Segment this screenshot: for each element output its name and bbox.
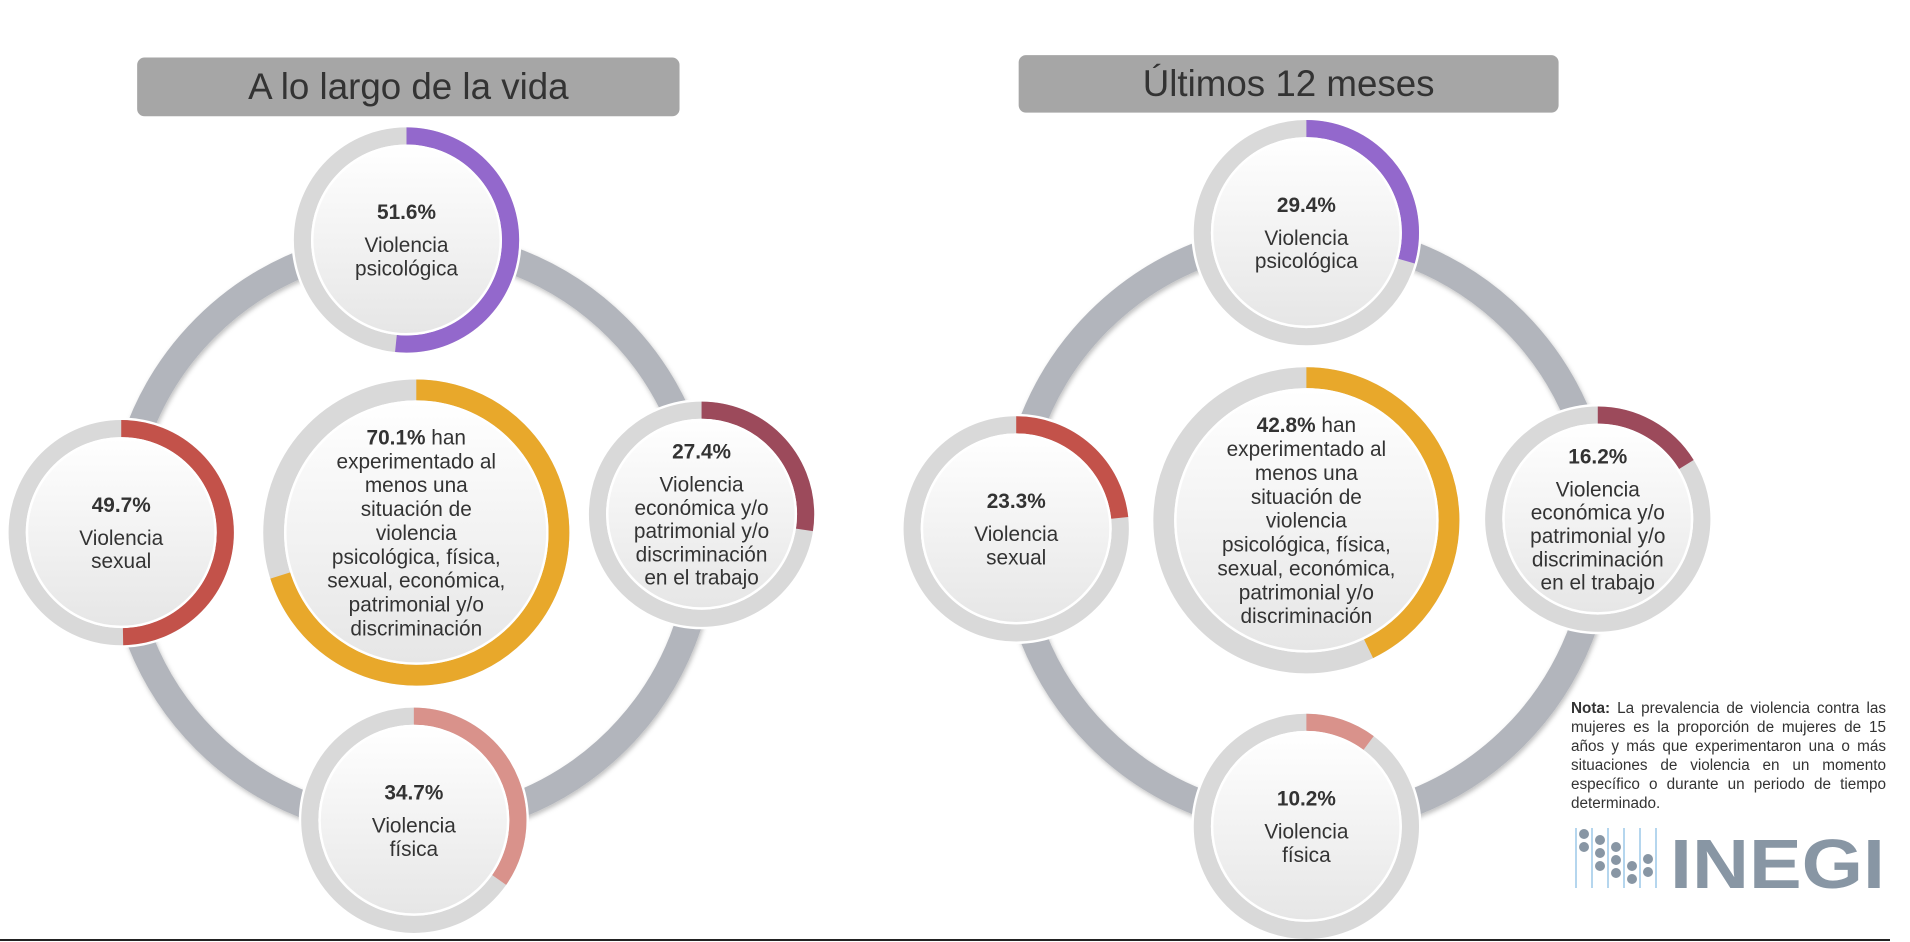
total-label-line: violencia [376,522,457,545]
total-label-line: situación de [361,498,472,521]
sexual-percent: 49.7% [92,494,151,517]
total-label-line: psicológica, física, [332,546,501,569]
economica-label-line: en el trabajo [644,567,758,590]
economica-disc [1502,423,1694,615]
total-label-line: menos una [365,474,468,497]
total-label-line: situación de [1251,486,1362,509]
psicologica-disc [311,144,502,336]
total-label-line: experimentado al [337,450,497,473]
economica-percent: 27.4% [672,441,731,464]
fisica-percent: 34.7% [384,781,443,804]
fisica-arc [301,707,527,933]
psicologica-disc [1210,137,1402,329]
fisica-label-line: Violencia [1264,821,1348,844]
economica-label-line: patrimonial y/o [1530,525,1665,548]
panel-0: A lo largo de la vida 70.1% hanexperiment… [6,57,817,936]
total-headline: 70.1% han [367,426,466,449]
total-label-line: patrimonial y/o [1239,581,1374,604]
economica-label-line: en el trabajo [1541,572,1655,595]
inegi-logo: INEGI [1575,826,1885,896]
total-percent: 42.8% [1257,414,1316,437]
total-disc [284,400,549,665]
economica-label-line: Violencia [660,474,744,497]
economica-arc [588,401,815,627]
total-label-line: psicológica, física, [1222,534,1391,557]
total-arc [263,379,570,686]
economica-label-line: económica y/o [1531,502,1665,525]
total-label-line: discriminación [1241,605,1373,628]
total-arc [1153,367,1460,674]
fisica-disc [1210,730,1402,922]
sexual-disc [25,437,217,629]
panel-title: A lo largo de la vida [248,66,569,107]
fisica-label-line: Violencia [372,815,456,838]
note-text: Nota: La prevalencia de violencia contra… [1571,699,1886,813]
sexual-percent: 23.3% [987,490,1046,513]
sexual-label-line: sexual [91,550,151,573]
total-label-line: sexual, económica, [1217,557,1395,580]
sexual-label-line: Violencia [79,527,163,550]
psicologica-label-line: psicológica [355,257,458,280]
psicologica-label-line: Violencia [364,234,448,257]
total-disc [1174,388,1439,653]
panel-title: Últimos 12 meses [1143,63,1435,104]
psicologica-label-line: psicológica [1255,250,1358,273]
fisica-percent: 10.2% [1277,788,1336,811]
sexual-arc [8,419,234,646]
economica-label-line: patrimonial y/o [634,520,769,543]
note-label: Nota: [1571,700,1611,717]
economica-disc [606,418,798,610]
total-label-line: discriminación [350,617,482,640]
total-suffix: han [1316,414,1356,437]
economica-label-line: discriminación [1532,548,1664,571]
total-suffix: han [426,426,466,449]
note-body: La prevalencia de violencia contra las m… [1571,700,1886,812]
economica-label-line: Violencia [1556,478,1640,501]
sexual-label-line: Violencia [974,523,1058,546]
total-label-line: patrimonial y/o [349,594,484,617]
economica-label-line: discriminación [636,543,768,566]
total-label-line: violencia [1266,510,1347,533]
total-percent: 70.1% [367,426,426,449]
psicologica-label-line: Violencia [1264,227,1348,250]
fisica-arc [1193,713,1420,940]
psicologica-percent: 29.4% [1277,194,1336,217]
inegi-dots-icon [1575,828,1657,888]
total-label-line: menos una [1255,462,1358,485]
total-headline: 42.8% han [1257,414,1356,437]
psicologica-arc [293,127,520,353]
sexual-disc [920,433,1112,625]
psicologica-percent: 51.6% [377,201,436,224]
fisica-disc [318,724,510,916]
bottom-divider [0,939,1890,941]
panel-title-box [1018,55,1559,113]
economica-label-line: económica y/o [635,497,769,520]
inegi-logo-text: INEGI [1670,826,1885,896]
economica-percent: 16.2% [1568,445,1627,468]
sexual-label-line: sexual [986,546,1046,569]
economica-arc [1485,406,1711,632]
psicologica-arc [1193,119,1420,346]
panel-title-box [137,57,680,117]
fisica-label-line: física [390,838,439,861]
sexual-arc [903,416,1129,642]
total-label-line: experimentado al [1227,438,1387,461]
fisica-label-line: física [1282,844,1331,867]
total-label-line: sexual, económica, [327,570,505,593]
